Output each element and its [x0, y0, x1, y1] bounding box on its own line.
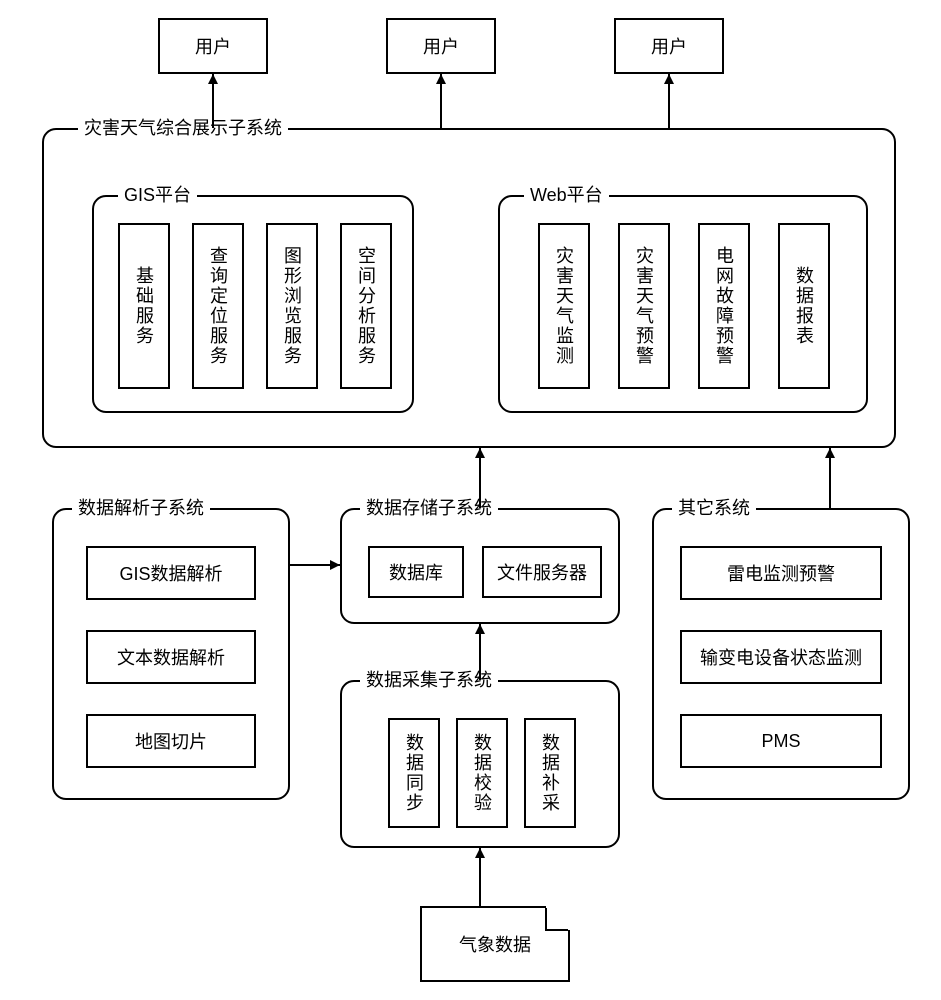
parse-item-0: GIS数据解析: [86, 546, 256, 600]
user-box-2: 用户: [386, 18, 496, 74]
parse-item-1: 文本数据解析: [86, 630, 256, 684]
user-box-1: 用户: [158, 18, 268, 74]
display-system-title: 灾害天气综合展示子系统: [78, 119, 288, 137]
user-label-1: 用户: [195, 33, 231, 59]
meteo-label: 气象数据: [459, 931, 531, 957]
other-item-0: 雷电监测预警: [680, 546, 882, 600]
user-label-3: 用户: [651, 33, 687, 59]
gis-item-2: 图形浏览服务: [266, 223, 318, 389]
user-box-3: 用户: [614, 18, 724, 74]
meteo-doc: 气象数据: [420, 906, 570, 982]
storage-item-0: 数据库: [368, 546, 464, 598]
storage-system-title: 数据存储子系统: [360, 499, 498, 517]
user-label-2: 用户: [423, 33, 459, 59]
other-item-2: PMS: [680, 714, 882, 768]
other-system-title: 其它系统: [672, 499, 756, 517]
collect-item-0: 数据同步: [388, 718, 440, 828]
gis-item-3: 空间分析服务: [340, 223, 392, 389]
gis-item-1: 查询定位服务: [192, 223, 244, 389]
collect-item-1: 数据校验: [456, 718, 508, 828]
storage-item-1: 文件服务器: [482, 546, 602, 598]
gis-item-0: 基础服务: [118, 223, 170, 389]
gis-platform-title: GIS平台: [118, 186, 197, 204]
parse-item-2: 地图切片: [86, 714, 256, 768]
web-platform-title: Web平台: [524, 186, 609, 204]
web-item-3: 数据报表: [778, 223, 830, 389]
diagram-canvas: 用户 用户 用户 灾害天气综合展示子系统 GIS平台 基础服务 查询定位服务 图…: [0, 0, 941, 1000]
other-item-1: 输变电设备状态监测: [680, 630, 882, 684]
collect-system-title: 数据采集子系统: [360, 671, 498, 689]
web-item-2: 电网故障预警: [698, 223, 750, 389]
web-item-0: 灾害天气监测: [538, 223, 590, 389]
web-item-1: 灾害天气预警: [618, 223, 670, 389]
parse-system-title: 数据解析子系统: [72, 499, 210, 517]
collect-item-2: 数据补采: [524, 718, 576, 828]
